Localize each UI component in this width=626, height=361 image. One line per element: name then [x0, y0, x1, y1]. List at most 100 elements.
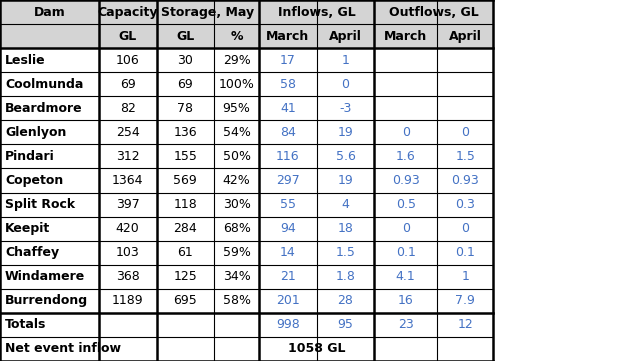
Bar: [99, 144, 156, 169]
Bar: [214, 241, 259, 265]
Bar: [317, 313, 374, 337]
Bar: [0, 337, 99, 361]
Text: GL: GL: [176, 30, 195, 43]
Bar: [99, 337, 156, 361]
Bar: [374, 289, 437, 313]
Text: Dam: Dam: [34, 5, 65, 18]
Bar: [437, 144, 493, 169]
Bar: [317, 24, 374, 48]
Bar: [99, 241, 156, 265]
Bar: [259, 48, 317, 72]
Text: 125: 125: [173, 270, 197, 283]
Bar: [214, 217, 259, 241]
Text: 0.93: 0.93: [392, 174, 419, 187]
Bar: [0, 241, 99, 265]
Text: 18: 18: [337, 222, 354, 235]
Bar: [259, 192, 317, 217]
Text: 50%: 50%: [223, 150, 250, 163]
Text: 1189: 1189: [112, 294, 143, 307]
Bar: [259, 289, 317, 313]
Bar: [374, 169, 437, 192]
Bar: [214, 96, 259, 120]
Bar: [156, 217, 214, 241]
Bar: [99, 96, 156, 120]
Text: 106: 106: [116, 54, 140, 67]
Bar: [374, 217, 437, 241]
Bar: [437, 120, 493, 144]
Bar: [99, 217, 156, 241]
Bar: [374, 72, 437, 96]
Text: 84: 84: [280, 126, 296, 139]
Text: Coolmunda: Coolmunda: [5, 78, 83, 91]
Text: 17: 17: [280, 54, 296, 67]
Text: 82: 82: [120, 102, 136, 115]
Bar: [214, 24, 259, 48]
Text: %: %: [230, 30, 243, 43]
Text: 284: 284: [173, 222, 197, 235]
Text: Split Rock: Split Rock: [5, 198, 75, 211]
Text: 30: 30: [177, 54, 193, 67]
Bar: [0, 120, 99, 144]
Bar: [156, 120, 214, 144]
Text: 0.5: 0.5: [396, 198, 416, 211]
Text: 1.5: 1.5: [455, 150, 475, 163]
Text: 1.8: 1.8: [336, 270, 356, 283]
Text: 397: 397: [116, 198, 140, 211]
Bar: [317, 169, 374, 192]
Text: Inflows, GL: Inflows, GL: [278, 5, 356, 18]
Bar: [214, 169, 259, 192]
Bar: [437, 241, 493, 265]
Bar: [374, 24, 437, 48]
Text: Copeton: Copeton: [5, 174, 63, 187]
Bar: [437, 96, 493, 120]
Bar: [0, 72, 99, 96]
Bar: [437, 72, 493, 96]
Bar: [374, 0, 437, 24]
Text: 0: 0: [461, 126, 469, 139]
Text: 420: 420: [116, 222, 140, 235]
Bar: [0, 96, 99, 120]
Bar: [0, 0, 99, 24]
Bar: [374, 144, 437, 169]
Bar: [317, 192, 374, 217]
Text: 59%: 59%: [223, 246, 250, 259]
Bar: [156, 289, 214, 313]
Bar: [437, 217, 493, 241]
Text: 118: 118: [173, 198, 197, 211]
Text: 41: 41: [280, 102, 296, 115]
Bar: [317, 241, 374, 265]
Text: Glenlyon: Glenlyon: [5, 126, 66, 139]
Bar: [437, 48, 493, 72]
Text: Chaffey: Chaffey: [5, 246, 59, 259]
Bar: [214, 120, 259, 144]
Text: March: March: [384, 30, 428, 43]
Bar: [374, 96, 437, 120]
Text: Capacity: Capacity: [98, 5, 158, 18]
Text: 312: 312: [116, 150, 140, 163]
Text: 0.3: 0.3: [455, 198, 475, 211]
Text: 23: 23: [398, 318, 414, 331]
Text: 54%: 54%: [223, 126, 250, 139]
Text: Burrendong: Burrendong: [5, 294, 88, 307]
Bar: [259, 337, 317, 361]
Bar: [214, 144, 259, 169]
Bar: [374, 313, 437, 337]
Text: Totals: Totals: [5, 318, 46, 331]
Bar: [0, 48, 99, 72]
Text: GL: GL: [118, 30, 137, 43]
Text: 0: 0: [461, 222, 469, 235]
Bar: [99, 313, 156, 337]
Bar: [99, 72, 156, 96]
Bar: [99, 48, 156, 72]
Text: 55: 55: [280, 198, 296, 211]
Text: 78: 78: [177, 102, 193, 115]
Text: 21: 21: [280, 270, 296, 283]
Text: Windamere: Windamere: [5, 270, 85, 283]
Bar: [99, 192, 156, 217]
Text: 42%: 42%: [223, 174, 250, 187]
Bar: [156, 72, 214, 96]
Text: 0: 0: [402, 126, 409, 139]
Bar: [156, 265, 214, 289]
Text: Net event inflow: Net event inflow: [5, 343, 121, 356]
Bar: [156, 192, 214, 217]
